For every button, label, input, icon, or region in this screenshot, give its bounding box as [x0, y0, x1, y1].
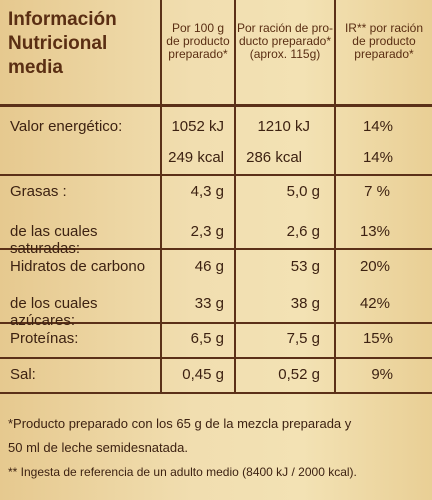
header-title-line-2: Nutricional — [8, 33, 108, 54]
header-per-serving: Por ración de pro- ducto preparado* (apr… — [236, 21, 334, 62]
header-reference-intake-line-1: IR** por ración — [344, 21, 424, 35]
row-per-serving: 7,5 g — [286, 330, 320, 347]
header-title-line-3: media — [8, 57, 63, 78]
footnote-reference-intake: ** Ingesta de referencia de un adulto me… — [8, 465, 357, 479]
row-divider-grasas — [0, 248, 432, 250]
column-divider-3 — [334, 0, 336, 392]
row-reference-intake: 9% — [371, 366, 393, 383]
table-bottom-border — [0, 392, 432, 394]
row-label: Hidratos de carbono — [10, 258, 146, 275]
row-divider-energy — [0, 174, 432, 176]
footnote-prepared-product: *Producto preparado con los 65 g de la m… — [8, 416, 352, 431]
row-label: Valor energético: — [10, 118, 123, 135]
footnote-prepared-product-cont: 50 ml de leche semidesnatada. — [8, 440, 188, 455]
row-reference-intake: 42% — [359, 295, 390, 312]
row-per-100g: 1052 kJ — [171, 118, 224, 135]
row-divider-hidratos — [0, 322, 432, 324]
header-per-100g: Por 100 g de producto preparado* — [162, 21, 234, 62]
row-per-100g: 46 g — [194, 258, 224, 275]
header-reference-intake-line-2: de producto — [352, 34, 416, 49]
row-reference-intake: 7 % — [364, 183, 390, 200]
column-divider-2 — [234, 0, 236, 392]
row-label: de las cuales saturadas: — [10, 223, 98, 257]
row-per-serving: 38 g — [290, 295, 320, 312]
header-per-serving-line-1: Por ración de pro- — [236, 21, 334, 35]
row-reference-intake: 20% — [359, 258, 390, 275]
row-per-100g: 0,45 g — [182, 366, 224, 383]
row-reference-intake: 15% — [362, 330, 393, 347]
row-reference-intake: 13% — [359, 223, 390, 240]
header-per-100g-line-1: Por 100 g — [171, 21, 225, 35]
row-label: Grasas : — [10, 183, 67, 200]
row-label: Proteínas: — [10, 330, 79, 347]
header-bottom-border — [0, 104, 432, 107]
row-reference-intake: 14% — [362, 118, 393, 135]
row-per-serving: 0,52 g — [278, 366, 320, 383]
row-per-serving: 286 kcal — [246, 149, 302, 166]
row-label: de los cuales azúcares: — [10, 295, 98, 329]
row-per-100g: 2,3 g — [190, 223, 224, 240]
row-per-100g: 6,5 g — [190, 330, 224, 347]
row-per-100g: 4,3 g — [190, 183, 224, 200]
header-per-serving-line-2: ducto preparado* — [238, 34, 332, 49]
row-per-serving: 53 g — [290, 258, 320, 275]
row-reference-intake: 14% — [362, 149, 393, 166]
header-per-serving-line-3: (aprox. 115g) — [249, 47, 321, 62]
row-per-serving: 2,6 g — [286, 223, 320, 240]
row-per-100g: 249 kcal — [168, 149, 224, 166]
row-label: Sal: — [10, 366, 36, 383]
row-per-100g: 33 g — [194, 295, 224, 312]
header-per-100g-line-3: preparado* — [168, 47, 228, 62]
row-per-serving: 1210 kJ — [257, 118, 310, 135]
header-title-line-1: Información — [8, 9, 117, 30]
row-divider-proteinas — [0, 357, 432, 359]
header-reference-intake-line-3: preparado* — [354, 47, 414, 62]
header-per-100g-line-2: de producto — [166, 34, 230, 49]
header-title: Información Nutricional media — [8, 8, 158, 80]
column-divider-1 — [160, 0, 162, 392]
row-per-serving: 5,0 g — [286, 183, 320, 200]
header-reference-intake: IR** por ración de producto preparado* — [336, 21, 432, 62]
